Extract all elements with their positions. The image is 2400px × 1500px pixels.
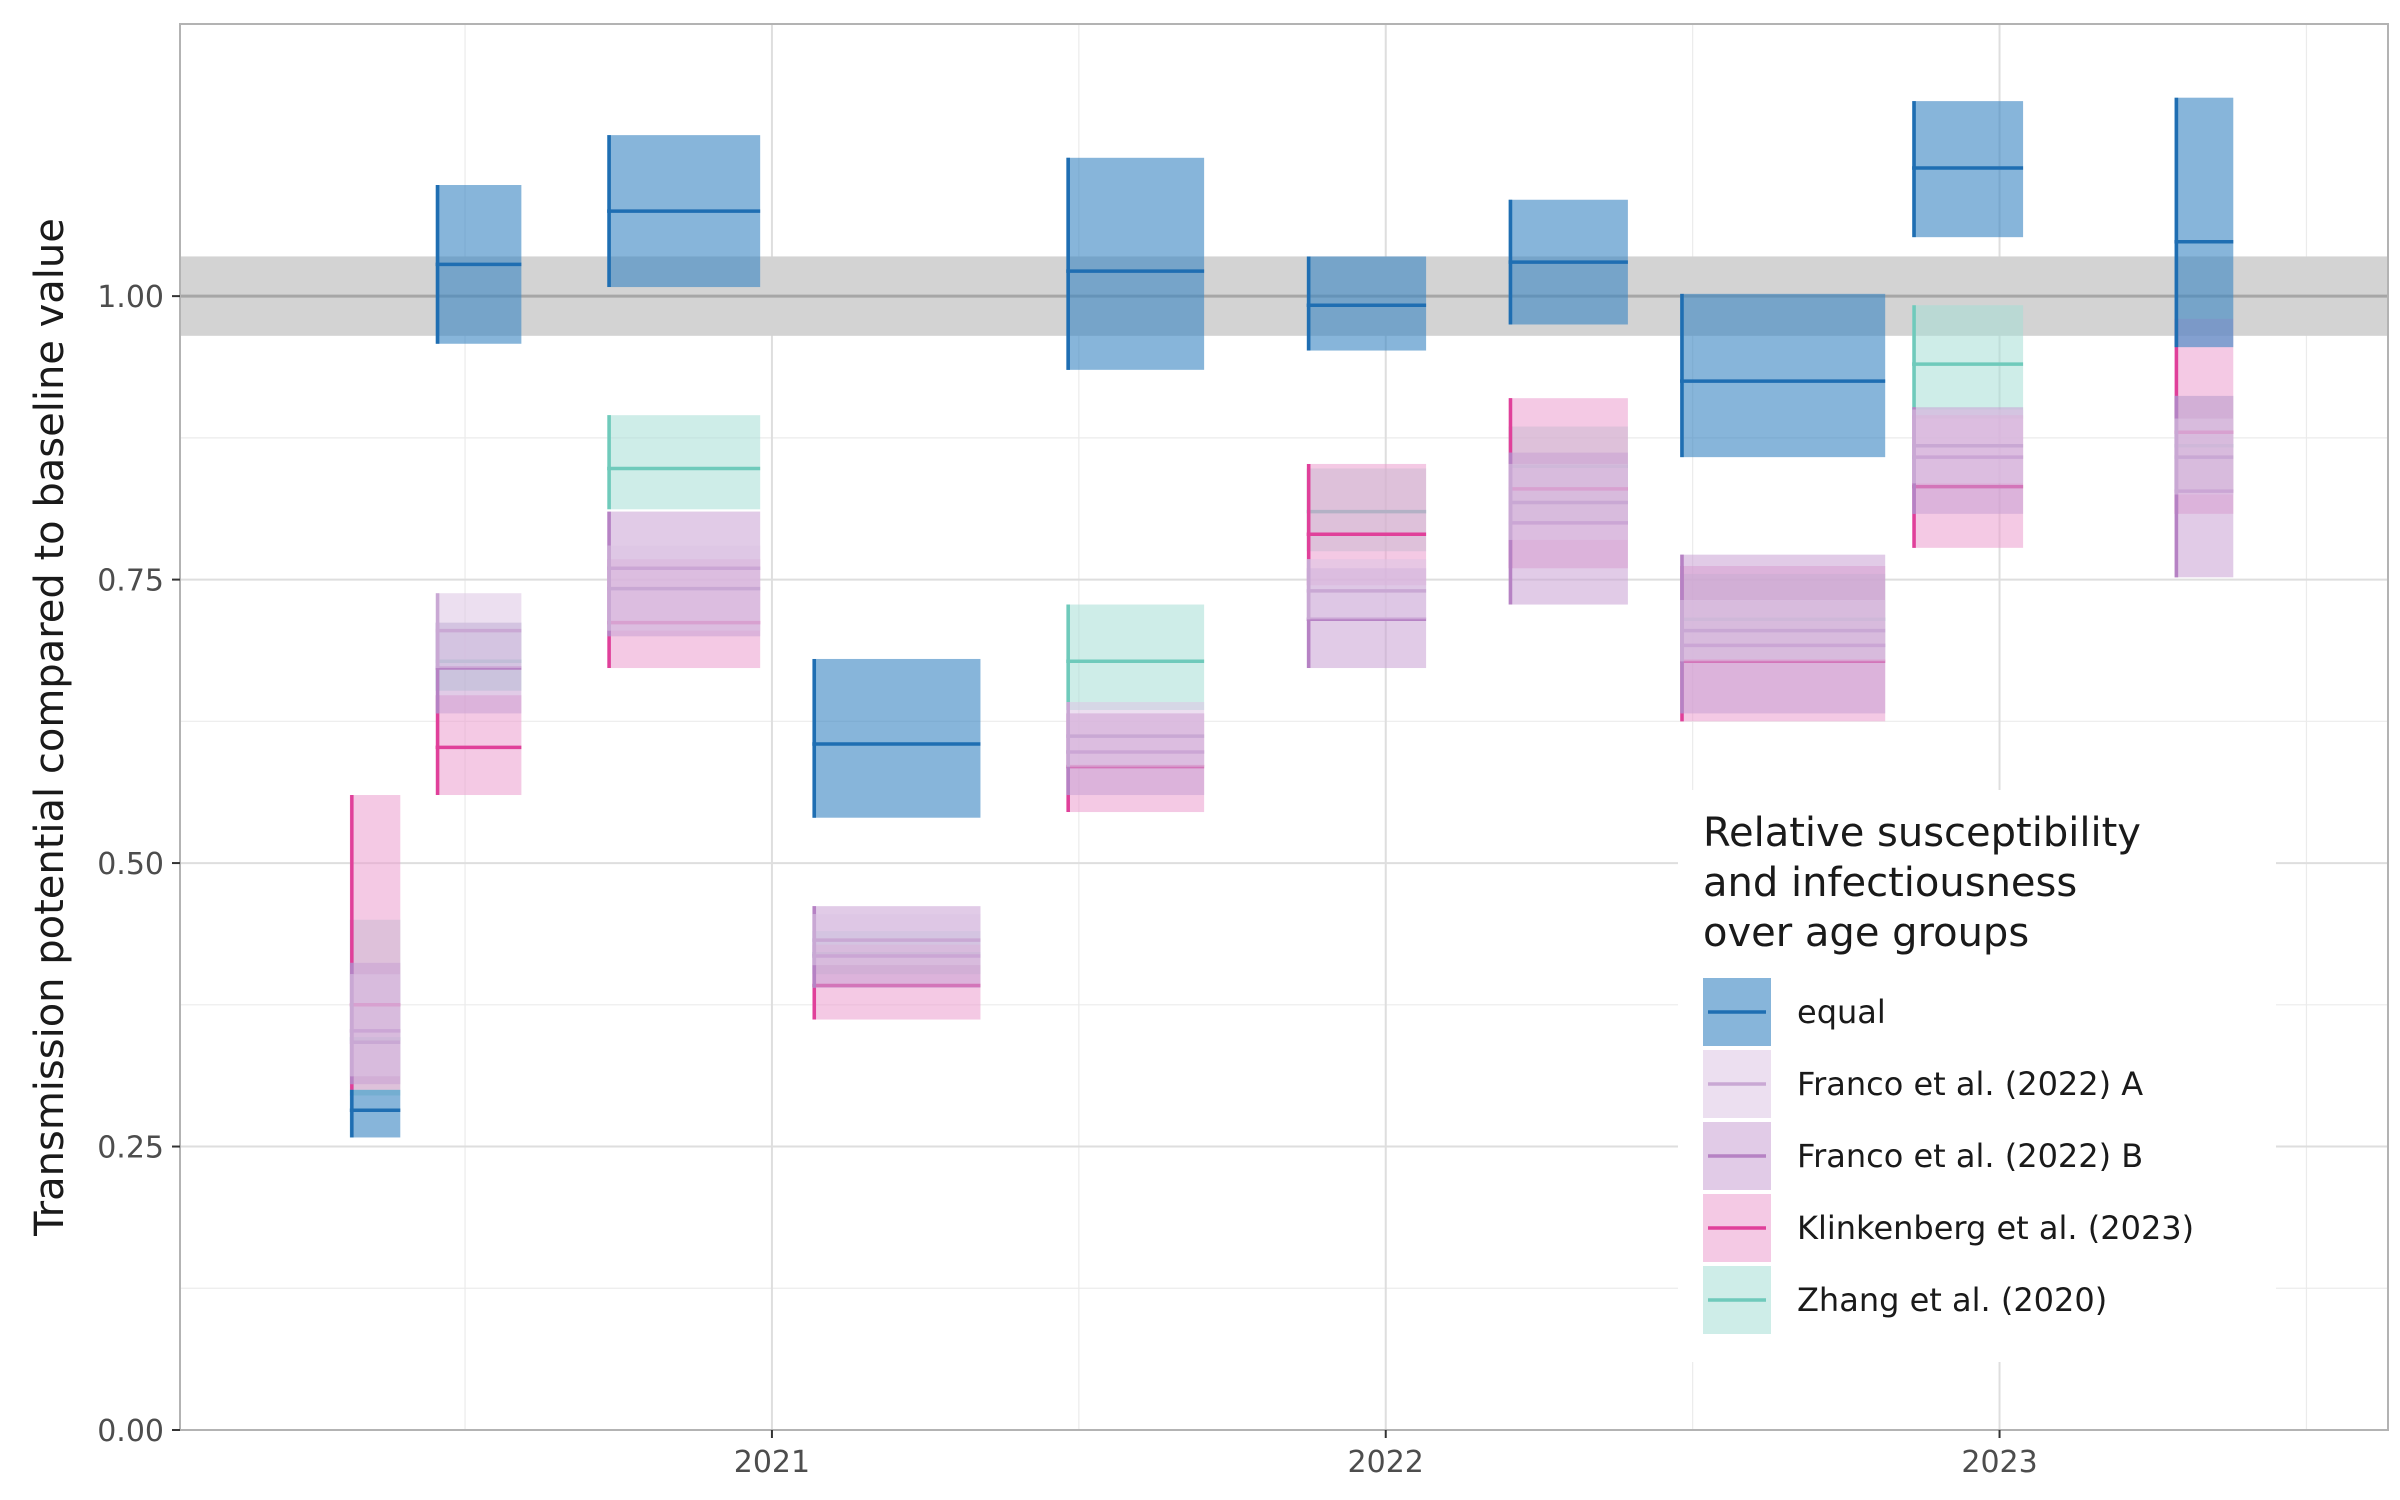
data-marks [349, 97, 2234, 1138]
interval-box [1066, 157, 1205, 370]
legend-background [1678, 790, 2276, 1362]
legend-item: Franco et al. (2022) A [1703, 1050, 2143, 1118]
legend-label: equal [1797, 993, 1886, 1031]
legend-label: Zhang et al. (2020) [1797, 1281, 2107, 1319]
legend-title-line: Relative susceptibility [1703, 810, 2141, 856]
legend-item: Zhang et al. (2020) [1703, 1266, 2107, 1334]
interval-box [349, 1089, 401, 1138]
series-equal [349, 97, 2234, 1138]
x-tick-label: 2021 [734, 1445, 810, 1480]
interval-box [349, 974, 401, 1077]
y-tick-label: 1.00 [97, 280, 164, 315]
panel-border [179, 23, 2389, 1431]
axes: 0.00 0.25 0.50 0.75 1.00 2021 2022 2023 [97, 280, 2038, 1480]
y-axis-title: Transmission potential compared to basel… [27, 218, 73, 1237]
legend-item: equal [1703, 978, 1886, 1046]
interval-box [1066, 604, 1205, 710]
y-tick-label: 0.50 [97, 847, 164, 882]
y-tick-label: 0.25 [97, 1131, 164, 1166]
legend-label: Klinkenberg et al. (2023) [1797, 1209, 2194, 1247]
interval-box [812, 658, 981, 818]
y-tick-label: 0.75 [97, 564, 164, 599]
legend-item: Franco et al. (2022) B [1703, 1122, 2143, 1190]
legend-label: Franco et al. (2022) B [1797, 1137, 2143, 1175]
x-tick-label: 2022 [1348, 1445, 1424, 1480]
x-tick-label: 2023 [1961, 1445, 2037, 1480]
y-tick-label: 0.00 [97, 1414, 164, 1449]
series-franco-et-al-2022-a [349, 409, 2234, 1077]
legend-label: Franco et al. (2022) A [1797, 1065, 2143, 1103]
interval-box [2174, 97, 2234, 348]
legend-title-line: and infectiousness [1703, 860, 2077, 906]
legend-item: Klinkenberg et al. (2023) [1703, 1194, 2194, 1262]
interval-box [1912, 305, 2024, 419]
interval-box [1680, 293, 1886, 458]
interval-box [607, 415, 761, 510]
legend-title-line: over age groups [1703, 910, 2029, 956]
